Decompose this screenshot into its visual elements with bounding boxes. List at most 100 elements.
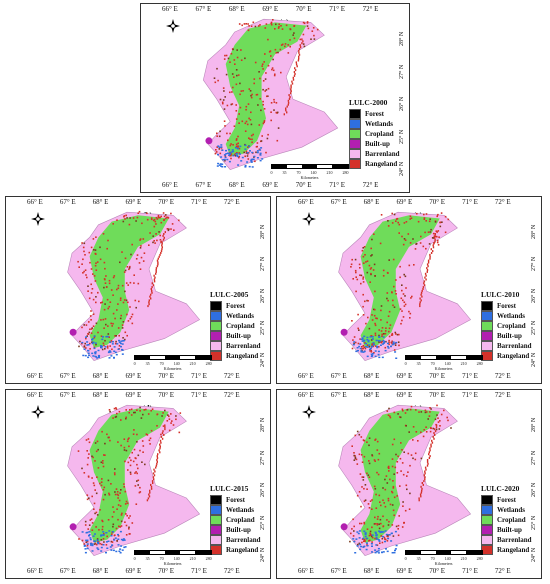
lon-label-top: 68° E bbox=[228, 5, 245, 13]
legend-label: Wetlands bbox=[497, 312, 526, 320]
lon-label-bottom: 72° E bbox=[494, 372, 511, 380]
north-arrow-icon bbox=[165, 18, 181, 34]
lon-label-top: 68° E bbox=[92, 198, 109, 206]
lon-label-top: 70° E bbox=[158, 198, 175, 206]
legend-label: Rangeland bbox=[226, 352, 259, 360]
legend-label: Built-up bbox=[497, 332, 522, 340]
lon-label-bottom: 67° E bbox=[59, 567, 76, 575]
north-arrow-icon bbox=[301, 404, 317, 420]
legend-swatch bbox=[210, 505, 222, 515]
north-arrow-icon bbox=[301, 211, 317, 227]
legend-item: Cropland bbox=[210, 321, 261, 331]
legend-item: Barrenland bbox=[481, 341, 532, 351]
lon-label-top: 69° E bbox=[262, 5, 279, 13]
legend-item: Forest bbox=[481, 495, 532, 505]
legend-label: Barrenland bbox=[226, 342, 261, 350]
wetlands-pixels bbox=[352, 335, 398, 359]
legend-item: Rangeland bbox=[349, 159, 400, 169]
scale-tick: 70 bbox=[159, 361, 164, 366]
legend-swatch bbox=[481, 505, 493, 515]
lon-label-top: 66° E bbox=[298, 198, 314, 206]
scale-unit: Kilometers bbox=[434, 366, 453, 371]
lon-label-top: 71° E bbox=[462, 391, 478, 399]
lon-label-top: 70° E bbox=[295, 5, 312, 13]
lon-label-top: 71° E bbox=[329, 5, 346, 13]
scale-bar: 0 35 70 140 210 280 Kilometers bbox=[404, 550, 483, 566]
sindh-lulc-map bbox=[338, 404, 472, 556]
map-panel-d: 66° E 66° E 67° E 67° E 68° E 68° E 69° E 69° E… bbox=[5, 389, 271, 579]
scale-tick: 70 bbox=[296, 170, 301, 175]
sindh-lulc-map bbox=[67, 404, 201, 556]
lon-label-bottom: 72° E bbox=[362, 181, 379, 189]
lon-label-bottom: 70° E bbox=[158, 567, 175, 575]
legend-swatch bbox=[481, 341, 493, 351]
scale-tick: 0 bbox=[404, 361, 407, 366]
lon-label-top: 68° E bbox=[363, 391, 380, 399]
rangeland-pixels bbox=[77, 406, 182, 547]
legend-swatch bbox=[349, 119, 361, 129]
legend-label: Barrenland bbox=[226, 536, 261, 544]
cropland-area bbox=[360, 215, 440, 348]
legend-swatch bbox=[210, 311, 222, 321]
legend-title: LULC-2005 bbox=[210, 290, 249, 299]
legend-item: Wetlands bbox=[481, 311, 532, 321]
legend-swatch bbox=[481, 515, 493, 525]
scale-tick: 70 bbox=[430, 556, 435, 561]
scale-tick: 35 bbox=[145, 556, 150, 561]
scale-tick: 0 bbox=[133, 556, 136, 561]
cropland-area bbox=[89, 215, 169, 348]
lon-label-bottom: 72° E bbox=[223, 567, 240, 575]
legend-swatch bbox=[481, 495, 493, 505]
legend-item: Forest bbox=[210, 301, 261, 311]
scale-tick: 35 bbox=[416, 361, 421, 366]
built-up-area bbox=[205, 137, 213, 145]
legend-label: Rangeland bbox=[365, 160, 398, 168]
legend-label: Cropland bbox=[497, 322, 526, 330]
sindh-lulc-map bbox=[202, 18, 339, 170]
lon-label-top: 69° E bbox=[125, 198, 142, 206]
rangeland-pixels bbox=[77, 210, 180, 351]
legend-label: Wetlands bbox=[226, 506, 255, 514]
scale-unit: Kilometers bbox=[163, 366, 182, 371]
lon-label-bottom: 67° E bbox=[195, 181, 212, 189]
legend-swatch bbox=[349, 149, 361, 159]
legend-swatch bbox=[210, 331, 222, 341]
rangeland-pixels bbox=[349, 404, 452, 548]
legend-item: Barrenland bbox=[210, 341, 261, 351]
lon-label-bottom: 67° E bbox=[330, 372, 347, 380]
legend-label: Forest bbox=[497, 496, 516, 504]
legend-swatch bbox=[349, 139, 361, 149]
legend-item: Barrenland bbox=[481, 535, 532, 545]
legend-item: Built-up bbox=[349, 139, 400, 149]
cropland-area bbox=[360, 408, 440, 543]
wetlands-pixels bbox=[81, 530, 127, 554]
legend-item: Cropland bbox=[481, 321, 532, 331]
legend-label: Cropland bbox=[497, 516, 526, 524]
scale-tick: 140 bbox=[310, 170, 317, 175]
scale-tick: 140 bbox=[444, 556, 451, 561]
legend-label: Forest bbox=[365, 110, 384, 118]
legend: LULC-2005 Forest Wetlands Cropland Built-up B… bbox=[210, 290, 261, 361]
scale-tick: 140 bbox=[173, 361, 180, 366]
scale-bar: 0 35 70 140 210 280 Kilometers bbox=[270, 164, 349, 180]
wetlands-pixels bbox=[352, 530, 398, 554]
legend-label: Cropland bbox=[226, 516, 255, 524]
wetlands-pixels bbox=[81, 335, 125, 359]
scale-tick: 70 bbox=[430, 361, 435, 366]
lon-label-bottom: 66° E bbox=[27, 567, 43, 575]
scale-tick: 35 bbox=[416, 556, 421, 561]
legend-item: Cropland bbox=[210, 515, 261, 525]
lon-label-top: 66° E bbox=[298, 391, 314, 399]
legend-swatch bbox=[210, 525, 222, 535]
legend: LULC-2020 Forest Wetlands Cropland Built-up B… bbox=[481, 484, 532, 555]
scale-tick: 210 bbox=[460, 556, 467, 561]
scale-tick: 70 bbox=[159, 556, 164, 561]
lon-label-bottom: 69° E bbox=[396, 567, 413, 575]
lon-label-bottom: 69° E bbox=[396, 372, 413, 380]
scale-tick: 140 bbox=[173, 556, 180, 561]
lon-label-top: 71° E bbox=[191, 198, 207, 206]
lon-label-bottom: 71° E bbox=[191, 372, 207, 380]
lon-label-top: 70° E bbox=[158, 391, 175, 399]
lon-label-bottom: 69° E bbox=[262, 181, 279, 189]
legend-swatch bbox=[210, 341, 222, 351]
